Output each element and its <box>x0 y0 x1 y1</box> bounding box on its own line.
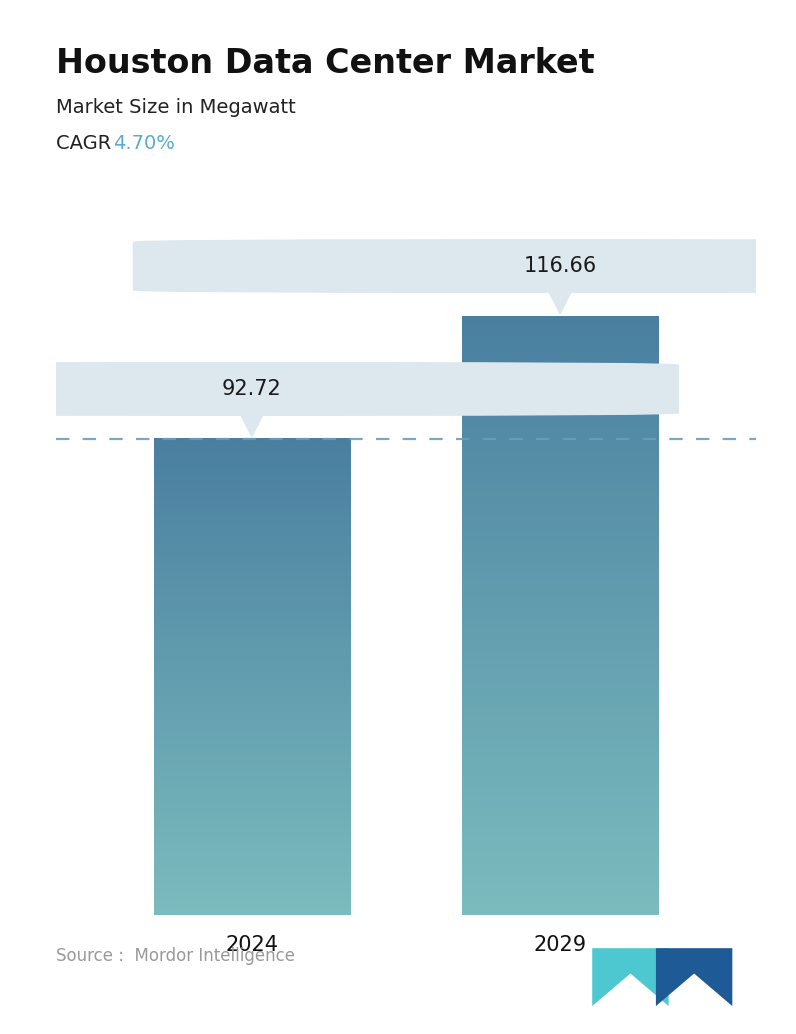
Polygon shape <box>592 948 669 1006</box>
Polygon shape <box>240 412 264 436</box>
Text: Source :  Mordor Intelligence: Source : Mordor Intelligence <box>56 947 295 966</box>
FancyBboxPatch shape <box>133 239 796 293</box>
Polygon shape <box>548 288 572 313</box>
Text: 92.72: 92.72 <box>222 379 282 399</box>
Text: 116.66: 116.66 <box>524 256 597 276</box>
Text: CAGR: CAGR <box>56 134 117 153</box>
Text: Market Size in Megawatt: Market Size in Megawatt <box>56 98 295 117</box>
Text: 4.70%: 4.70% <box>113 134 175 153</box>
Polygon shape <box>656 948 732 1006</box>
Text: Houston Data Center Market: Houston Data Center Market <box>56 47 595 80</box>
FancyBboxPatch shape <box>0 362 679 416</box>
